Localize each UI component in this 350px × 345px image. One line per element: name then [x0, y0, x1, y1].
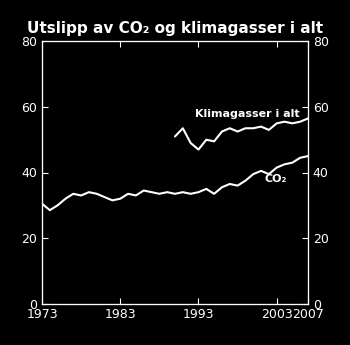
Title: Utslipp av CO₂ og klimagasser i alt: Utslipp av CO₂ og klimagasser i alt	[27, 21, 323, 36]
Text: Klimagasser i alt: Klimagasser i alt	[195, 109, 299, 119]
Text: CO₂: CO₂	[265, 174, 287, 184]
